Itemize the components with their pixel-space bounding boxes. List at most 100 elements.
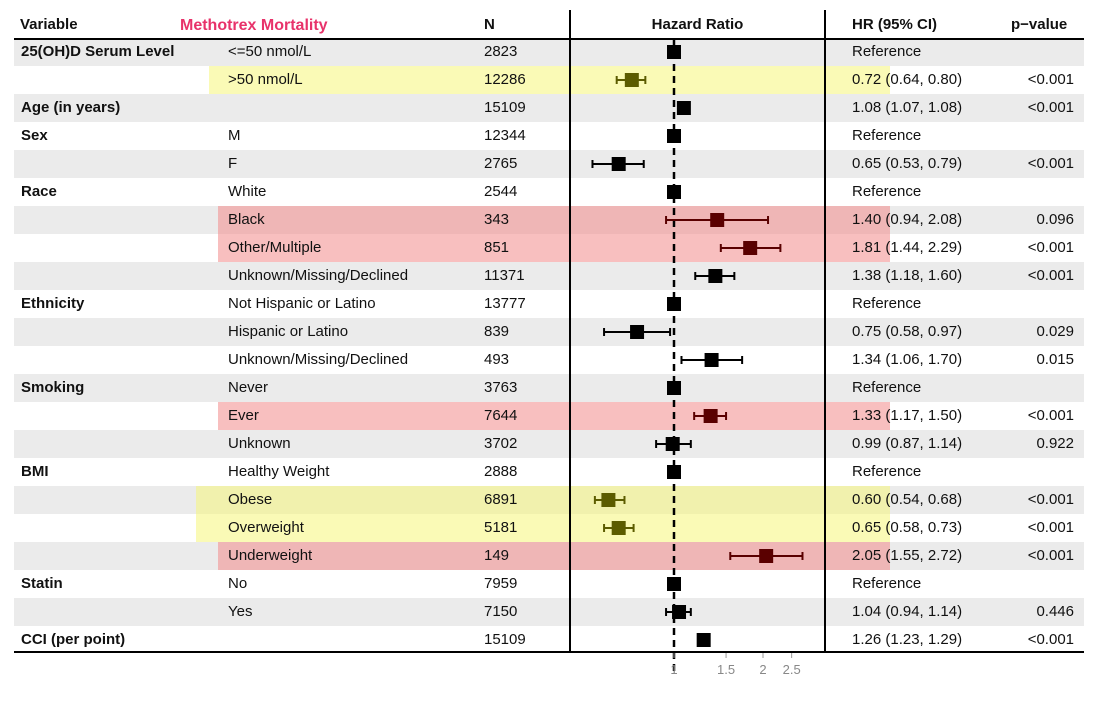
row-pvalue: <0.001 (1027, 239, 1074, 256)
row-hr-ci: 2.05 (1.55, 2.72) (852, 542, 962, 570)
point-estimate (708, 269, 723, 283)
row-level: Ever (228, 407, 259, 424)
row-variable: CCI (per point) (21, 631, 126, 648)
row-hr-estimate: 0.72 (852, 71, 882, 88)
row-hr-estimate: 2.05 (852, 547, 882, 564)
row-hr-interval: (1.06, 1.70) (881, 351, 963, 368)
row-hr-estimate: Reference (852, 127, 922, 144)
x-tick-label: 1.5 (717, 662, 735, 677)
row-hr-estimate: Reference (852, 379, 922, 396)
row-n: 2823 (484, 43, 518, 60)
row-hr-interval: (1.23, 1.29) (881, 631, 963, 648)
row-level: Overweight (228, 519, 304, 536)
row-hr-interval: (0.58, 0.97) (881, 323, 963, 340)
header-n: N (484, 16, 495, 33)
row-n: 851 (484, 239, 510, 256)
row-level: Not Hispanic or Latino (228, 295, 376, 312)
row-hr-estimate: 0.99 (852, 435, 882, 452)
point-estimate (676, 101, 691, 115)
row-pvalue: <0.001 (1027, 407, 1074, 424)
row-hr-interval: (0.94, 2.08) (881, 211, 963, 228)
point-estimate (611, 157, 626, 171)
row-hr-ci: 0.72 (0.64, 0.80) (852, 66, 962, 94)
row-hr-estimate: 0.75 (852, 323, 882, 340)
x-tick-label: 2.5 (783, 662, 801, 677)
row-hr-interval: (1.55, 2.72) (881, 547, 963, 564)
point-estimate (667, 577, 681, 591)
row-hr-ci: Reference (852, 458, 921, 486)
row-hr-estimate: 1.38 (852, 267, 882, 284)
row-hr-interval: (1.44, 2.29) (881, 239, 963, 256)
row-variable: Smoking (21, 379, 85, 396)
row-level: Unknown/Missing/Declined (228, 351, 409, 368)
row-hr-estimate: 1.34 (852, 351, 882, 368)
row-n: 149 (484, 547, 510, 564)
point-estimate (667, 297, 681, 311)
x-tick-label: 1 (670, 662, 677, 677)
row-variable: Statin (21, 575, 63, 592)
row-level: Black (228, 211, 265, 228)
row-n: 839 (484, 323, 510, 340)
row-level: Underweight (228, 547, 313, 564)
row-hr-ci: 0.75 (0.58, 0.97) (852, 318, 962, 346)
row-level: Hispanic or Latino (228, 323, 349, 340)
row-hr-interval: (0.94, 1.14) (881, 603, 963, 620)
header-pvalue: p−value (1011, 16, 1068, 33)
red-highlight (218, 402, 890, 430)
row-pvalue: <0.001 (1027, 267, 1074, 284)
row-variable: Race (21, 183, 57, 200)
row-hr-ci: 1.04 (0.94, 1.14) (852, 598, 962, 626)
row-hr-estimate: Reference (852, 43, 922, 60)
row-n: 15109 (484, 99, 526, 116)
row-level: >50 nmol/L (228, 71, 303, 88)
row-hr-ci: 1.38 (1.18, 1.60) (852, 262, 962, 290)
row-n: 11371 (484, 267, 525, 284)
row-n: 13777 (484, 295, 526, 312)
row-level: No (228, 575, 248, 592)
point-estimate (703, 409, 718, 423)
plot-left-border (569, 10, 571, 653)
x-tick-label: 2 (759, 662, 766, 677)
point-estimate (696, 633, 711, 647)
row-n: 7150 (484, 603, 518, 620)
point-estimate (667, 465, 681, 479)
point-estimate (624, 73, 639, 87)
row-band (14, 94, 1084, 122)
row-band (14, 38, 1084, 66)
row-hr-ci: 0.99 (0.87, 1.14) (852, 430, 962, 458)
row-hr-interval: (0.58, 0.73) (881, 519, 963, 536)
row-hr-interval: (1.07, 1.08) (881, 99, 963, 116)
row-n: 12344 (484, 127, 526, 144)
row-hr-interval: (0.53, 0.79) (881, 155, 963, 172)
row-pvalue: 0.015 (1036, 351, 1074, 368)
row-level: M (228, 127, 241, 144)
row-hr-interval: (1.17, 1.50) (881, 407, 963, 424)
row-pvalue: 0.029 (1036, 323, 1074, 340)
row-n: 5181 (484, 519, 518, 536)
row-n: 3702 (484, 435, 518, 452)
row-hr-estimate: Reference (852, 463, 922, 480)
row-hr-estimate: Reference (852, 183, 922, 200)
chart-title: Methotrex Mortality (180, 17, 328, 34)
row-pvalue: <0.001 (1027, 519, 1074, 536)
row-level: <=50 nmol/L (228, 43, 312, 60)
row-pvalue: <0.001 (1027, 99, 1074, 116)
row-hr-ci: 1.26 (1.23, 1.29) (852, 626, 962, 654)
yellow-highlight (209, 66, 890, 94)
row-n: 15109 (484, 631, 526, 648)
row-hr-interval: (1.18, 1.60) (881, 267, 963, 284)
row-level: Unknown (228, 435, 291, 452)
point-estimate (667, 185, 681, 199)
row-hr-estimate: 0.65 (852, 519, 882, 536)
row-band (14, 430, 1084, 458)
row-hr-ci: Reference (852, 38, 921, 66)
row-n: 7644 (484, 407, 518, 424)
point-estimate (704, 353, 719, 367)
row-level: F (228, 155, 238, 172)
row-level: Other/Multiple (228, 239, 322, 256)
row-pvalue: <0.001 (1027, 71, 1074, 88)
row-hr-estimate: 1.40 (852, 211, 882, 228)
row-level: Never (228, 379, 269, 396)
row-n: 12286 (484, 71, 526, 88)
